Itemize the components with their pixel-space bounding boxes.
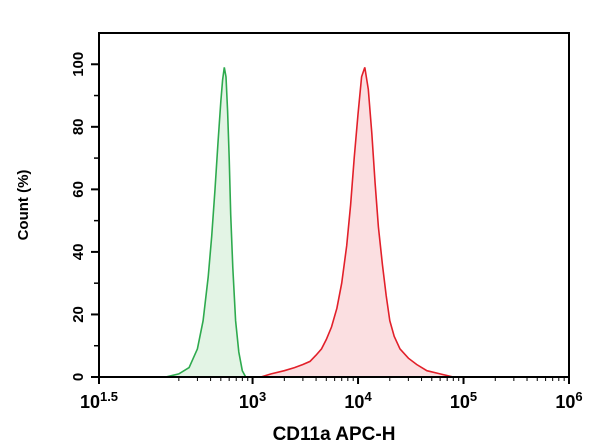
x-axis-label: CD11a APC-H — [273, 424, 396, 445]
series-layer — [165, 67, 454, 377]
y-tick-label-100: 100 — [70, 52, 87, 77]
plot-frame — [98, 32, 570, 378]
series-2-fill — [260, 67, 454, 377]
x-axis-ticks: 101.5 103 104 105 106 — [80, 377, 583, 412]
y-tick-label-20: 20 — [70, 306, 87, 323]
series-2-line — [260, 67, 454, 377]
x-tick-label-5: 105 — [450, 389, 477, 412]
y-axis-ticks: 0 20 40 60 80 100 — [70, 52, 99, 381]
x-tick-label-1.5: 101.5 — [80, 389, 118, 412]
y-tick-label-40: 40 — [70, 244, 87, 261]
y-tick-label-0: 0 — [70, 373, 87, 381]
y-tick-label-60: 60 — [70, 181, 87, 198]
y-tick-label-80: 80 — [70, 118, 87, 135]
x-tick-label-6: 106 — [555, 389, 582, 412]
x-tick-label-3: 103 — [239, 389, 266, 412]
y-axis-label: Count (%) — [15, 170, 32, 241]
series-1-line — [165, 67, 247, 377]
x-tick-label-4: 104 — [344, 389, 372, 412]
series-1-fill — [165, 67, 246, 377]
